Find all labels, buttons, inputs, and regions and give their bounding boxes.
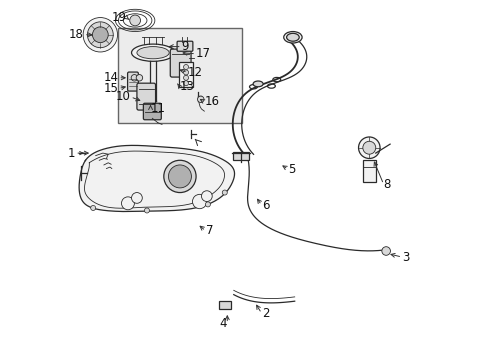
FancyBboxPatch shape — [137, 83, 155, 110]
Circle shape — [92, 27, 108, 42]
Text: 12: 12 — [187, 66, 203, 79]
Bar — [179, 62, 192, 87]
Text: 14: 14 — [103, 71, 118, 84]
Circle shape — [131, 75, 137, 81]
Text: 5: 5 — [287, 163, 295, 176]
Text: 8: 8 — [383, 178, 390, 191]
Ellipse shape — [253, 81, 263, 87]
Circle shape — [183, 75, 188, 80]
Text: 17: 17 — [196, 47, 211, 60]
Text: 18: 18 — [69, 28, 83, 41]
Text: 7: 7 — [205, 224, 213, 238]
Circle shape — [183, 64, 188, 69]
Circle shape — [144, 208, 149, 213]
Ellipse shape — [137, 46, 169, 59]
Circle shape — [183, 70, 188, 75]
Circle shape — [121, 197, 134, 210]
FancyBboxPatch shape — [143, 103, 161, 120]
Text: 1: 1 — [68, 147, 75, 159]
Circle shape — [87, 22, 113, 48]
Ellipse shape — [131, 44, 174, 61]
Circle shape — [183, 81, 188, 86]
Circle shape — [168, 165, 191, 188]
Text: 2: 2 — [261, 307, 269, 320]
Polygon shape — [79, 145, 234, 212]
Circle shape — [201, 191, 212, 202]
Text: 6: 6 — [261, 199, 269, 212]
Text: 13: 13 — [179, 80, 194, 93]
Circle shape — [131, 193, 142, 203]
Circle shape — [197, 96, 203, 103]
Text: 4: 4 — [219, 317, 227, 330]
Text: 16: 16 — [204, 95, 219, 108]
Bar — [362, 160, 375, 182]
Ellipse shape — [283, 32, 302, 43]
Bar — [219, 301, 230, 309]
Circle shape — [381, 247, 389, 255]
Text: 19: 19 — [112, 12, 126, 24]
Text: 10: 10 — [115, 90, 130, 103]
Bar — [233, 152, 248, 159]
Circle shape — [129, 15, 140, 26]
Circle shape — [192, 194, 206, 209]
Text: 9: 9 — [182, 40, 189, 53]
FancyBboxPatch shape — [177, 41, 192, 51]
Circle shape — [163, 160, 196, 193]
Ellipse shape — [286, 33, 299, 41]
FancyBboxPatch shape — [170, 49, 191, 77]
Circle shape — [362, 141, 375, 154]
Bar — [118, 28, 242, 123]
Circle shape — [83, 18, 117, 52]
Circle shape — [136, 75, 142, 81]
Circle shape — [358, 137, 379, 158]
Text: 11: 11 — [150, 102, 165, 115]
Circle shape — [205, 202, 210, 207]
Text: 15: 15 — [103, 82, 118, 95]
Circle shape — [90, 206, 96, 211]
FancyBboxPatch shape — [127, 72, 138, 91]
Text: 3: 3 — [402, 251, 409, 264]
Circle shape — [222, 190, 227, 195]
